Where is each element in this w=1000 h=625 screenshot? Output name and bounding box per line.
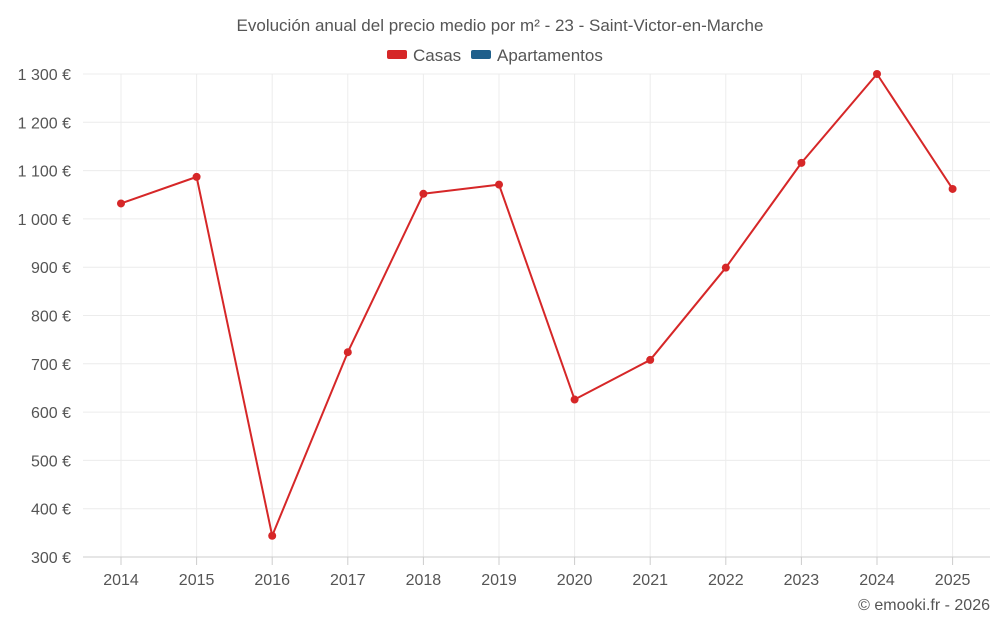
y-tick-label: 600 € [31,405,71,422]
legend: Casas Apartamentos [387,46,603,65]
x-tick-label: 2021 [632,572,668,589]
data-point[interactable] [343,348,352,357]
data-point[interactable] [192,172,201,181]
x-tick-label: 2015 [179,572,215,589]
y-axis: 300 € 400 € 500 € 600 € 700 € 800 € 900 € 1 000… [18,67,71,567]
series-casas [117,70,957,540]
grid [83,73,990,557]
chart-title: Evolución anual del precio medio por m² … [237,16,764,35]
legend-swatch-casas [387,50,407,59]
legend-item-apartamentos[interactable]: Apartamentos [471,46,603,65]
y-tick-label: 400 € [31,502,71,519]
credit-text: © emooki.fr - 2026 [858,597,990,614]
series-line-casas [120,73,954,537]
y-tick-label: 800 € [31,309,71,326]
y-tick-label: 1 100 € [18,164,71,181]
x-tick-label: 2016 [254,572,290,589]
legend-label-apartamentos: Apartamentos [497,46,603,65]
y-tick-label: 900 € [31,260,71,277]
data-point[interactable] [570,395,579,404]
y-tick-label: 1 200 € [18,115,71,132]
data-point[interactable] [268,531,277,540]
y-tick-label: 300 € [31,550,71,567]
y-tick-label: 1 300 € [18,67,71,84]
legend-item-casas[interactable]: Casas [387,46,461,65]
x-tick-label: 2014 [103,572,139,589]
x-tick-label: 2017 [330,572,366,589]
y-tick-label: 500 € [31,453,71,470]
legend-swatch-apartamentos [471,50,491,59]
x-axis: 2014 2015 2016 2017 2018 2019 2020 2021 2022 2023… [83,556,990,589]
x-tick-label: 2022 [708,572,744,589]
data-point[interactable] [797,158,806,167]
data-point[interactable] [117,199,125,208]
y-tick-label: 700 € [31,357,71,374]
data-point[interactable] [873,70,881,78]
x-tick-label: 2020 [557,572,593,589]
data-point[interactable] [646,355,655,364]
legend-label-casas: Casas [413,46,461,65]
data-point[interactable] [495,180,503,189]
data-point[interactable] [419,189,428,198]
x-tick-label: 2018 [406,572,442,589]
data-point[interactable] [948,184,957,193]
x-tick-label: 2019 [481,572,517,589]
x-tick-label: 2023 [784,572,820,589]
x-tick-label: 2025 [935,572,971,589]
x-tick-label: 2024 [859,572,895,589]
data-point[interactable] [721,263,730,272]
y-tick-label: 1 000 € [18,212,71,229]
